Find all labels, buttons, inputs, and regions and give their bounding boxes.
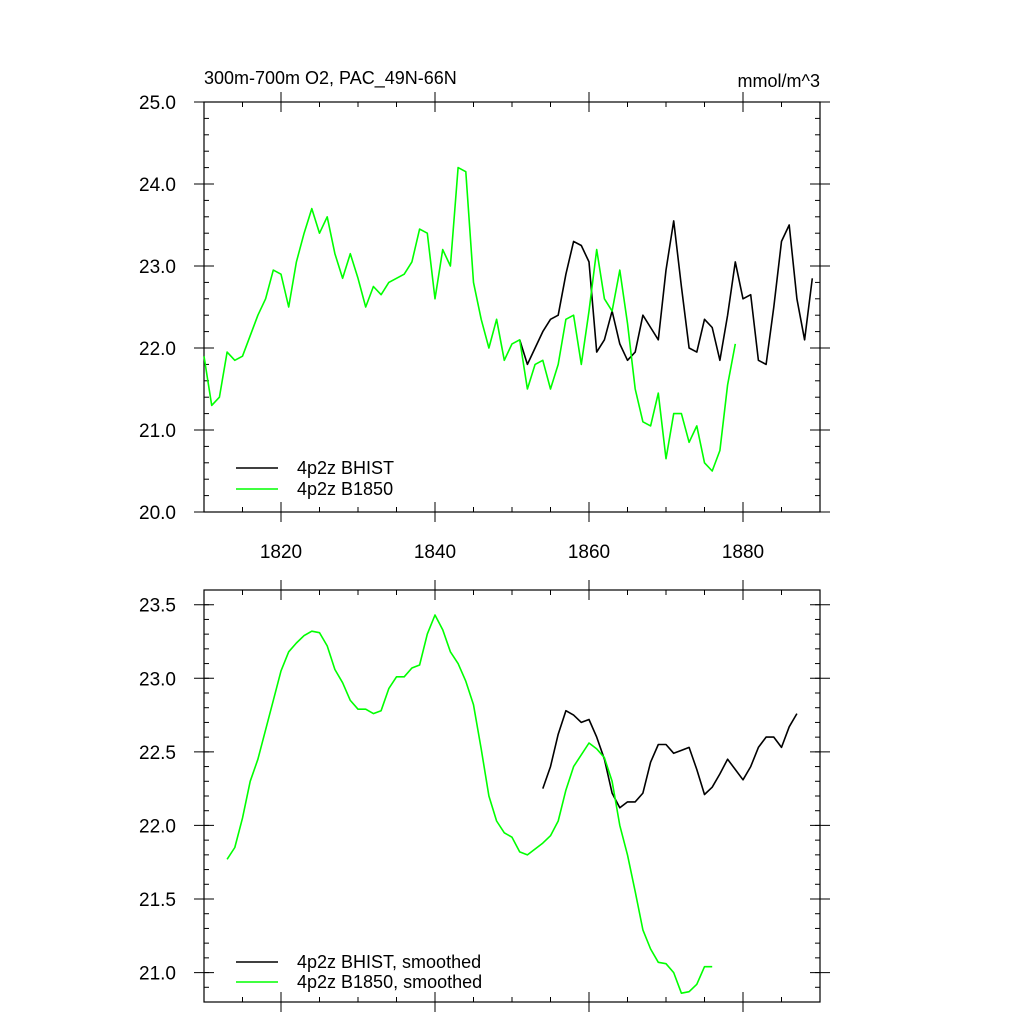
series-line-bhist: [542, 709, 798, 809]
y-tick-label: 24.0: [139, 175, 176, 196]
x-tick-label: 1840: [414, 542, 456, 563]
x-tick-label: 1860: [568, 542, 610, 563]
legend-bottom: 4p2z BHIST, smoothed 4p2z B1850, smoothe…: [236, 952, 482, 992]
legend-top: 4p2z BHIST 4p2z B1850: [236, 458, 394, 499]
y-tick-label: 22.0: [139, 816, 176, 837]
top-panel: 300m-700m O2, PAC_49N-66N mmol/m^3 1820 1…: [139, 68, 830, 563]
plot-frame-bottom: [203, 589, 821, 1003]
series-line-bhist: [518, 220, 814, 366]
series-lines-bottom: [226, 614, 798, 995]
series-line-b1850: [203, 166, 737, 472]
y-tick-label: 20.0: [139, 503, 176, 524]
y-tick-label: 25.0: [139, 93, 176, 114]
y-tick-label: 22.5: [139, 743, 176, 764]
chart-title: 300m-700m O2, PAC_49N-66N: [204, 68, 457, 89]
legend-label-b1850: 4p2z B1850: [297, 479, 393, 499]
legend-label-b1850-smoothed: 4p2z B1850, smoothed: [297, 972, 482, 992]
y-tick-label: 21.5: [139, 890, 176, 911]
y-tick-label: 23.5: [139, 596, 176, 617]
y-tick-label: 21.0: [139, 964, 176, 985]
plot-frame-top: [203, 101, 821, 513]
units-label: mmol/m^3: [738, 71, 820, 91]
x-tick-label: 1820: [260, 542, 302, 563]
x-tick-label: 1880: [722, 542, 764, 563]
series-lines-top: [203, 166, 814, 472]
axis-ticks-top: 1820 1840 1860 1880 20.0 21.0 22.0 23.0 24.0 25.0: [139, 92, 830, 563]
y-tick-label: 21.0: [139, 421, 176, 442]
y-tick-label: 23.0: [139, 669, 176, 690]
bottom-panel: 21.0 21.5 22.0 22.5 23.0 23.5 4p2z BHIST, smo…: [139, 580, 830, 1012]
legend-label-bhist-smoothed: 4p2z BHIST, smoothed: [297, 952, 481, 972]
y-tick-label: 23.0: [139, 257, 176, 278]
legend-label-bhist: 4p2z BHIST: [297, 458, 394, 478]
y-tick-label: 22.0: [139, 339, 176, 360]
axis-ticks-bottom: 21.0 21.5 22.0 22.5 23.0 23.5: [139, 580, 830, 1012]
series-line-b1850: [226, 614, 713, 995]
